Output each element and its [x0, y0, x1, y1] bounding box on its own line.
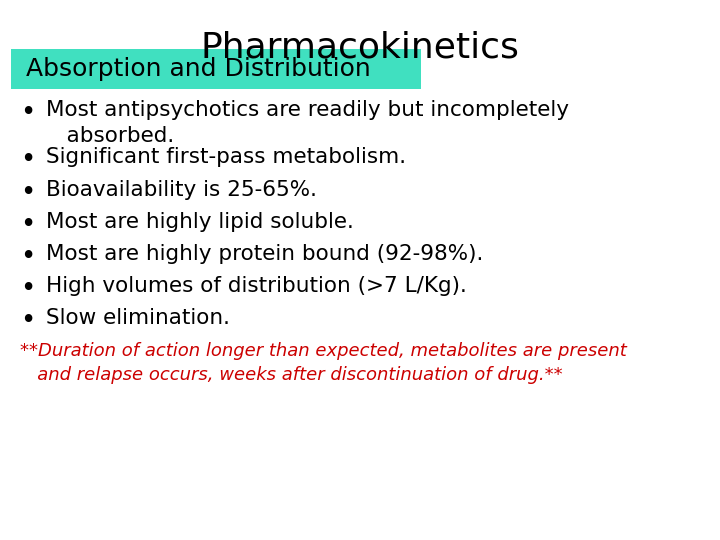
Text: •: • — [20, 276, 35, 302]
Text: High volumes of distribution (>7 L/Kg).: High volumes of distribution (>7 L/Kg). — [46, 276, 467, 296]
Text: Most are highly lipid soluble.: Most are highly lipid soluble. — [46, 212, 354, 232]
Text: •: • — [20, 180, 35, 206]
Text: •: • — [20, 100, 35, 126]
Text: •: • — [20, 244, 35, 270]
Text: **Duration of action longer than expected, metabolites are present
   and relaps: **Duration of action longer than expecte… — [20, 342, 626, 383]
Text: •: • — [20, 212, 35, 238]
Text: Slow elimination.: Slow elimination. — [46, 308, 230, 328]
Text: •: • — [20, 308, 35, 334]
Text: Absorption and Distribution: Absorption and Distribution — [26, 57, 371, 81]
Text: Pharmacokinetics: Pharmacokinetics — [201, 30, 519, 64]
Text: Most antipsychotics are readily but incompletely
   absorbed.: Most antipsychotics are readily but inco… — [46, 100, 569, 146]
Text: •: • — [20, 147, 35, 173]
Text: Bioavailability is 25-65%.: Bioavailability is 25-65%. — [46, 180, 317, 200]
FancyBboxPatch shape — [11, 49, 421, 89]
Text: Most are highly protein bound (92-98%).: Most are highly protein bound (92-98%). — [46, 244, 483, 264]
Text: Significant first-pass metabolism.: Significant first-pass metabolism. — [46, 147, 406, 167]
